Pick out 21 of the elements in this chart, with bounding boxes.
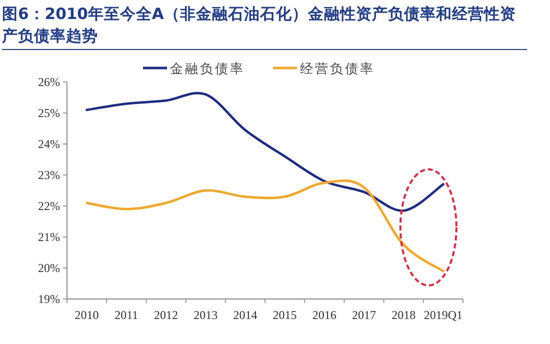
x-tick-label: 2010 — [74, 308, 99, 322]
chart-title: 图6：2010年至今全A（非金融石油石化）金融性资产负债率和经营性资产负债率趋势 — [2, 3, 527, 50]
x-tick-label: 2017 — [352, 308, 376, 322]
y-tick-label: 20% — [38, 261, 60, 275]
y-tick-label: 19% — [38, 292, 60, 306]
legend-label: 金融负债率 — [170, 61, 245, 77]
y-tick-label: 21% — [38, 230, 60, 244]
y-tick-label: 26% — [38, 75, 60, 89]
legend-label: 经营负债率 — [300, 61, 375, 77]
x-tick-label: 2015 — [272, 308, 297, 322]
y-tick-label: 24% — [38, 137, 60, 151]
x-tick-label: 2018 — [392, 308, 416, 322]
x-tick-label: 2014 — [233, 308, 258, 322]
x-tick-label: 2016 — [312, 308, 336, 322]
y-tick-label: 25% — [38, 106, 60, 120]
x-tick-label: 2012 — [154, 308, 178, 322]
x-tick-label: 2011 — [114, 308, 138, 322]
y-tick-label: 23% — [38, 168, 60, 182]
y-tick-label: 22% — [38, 199, 60, 213]
x-tick-label: 2019Q1 — [424, 308, 463, 322]
x-tick-label: 2013 — [194, 308, 218, 322]
